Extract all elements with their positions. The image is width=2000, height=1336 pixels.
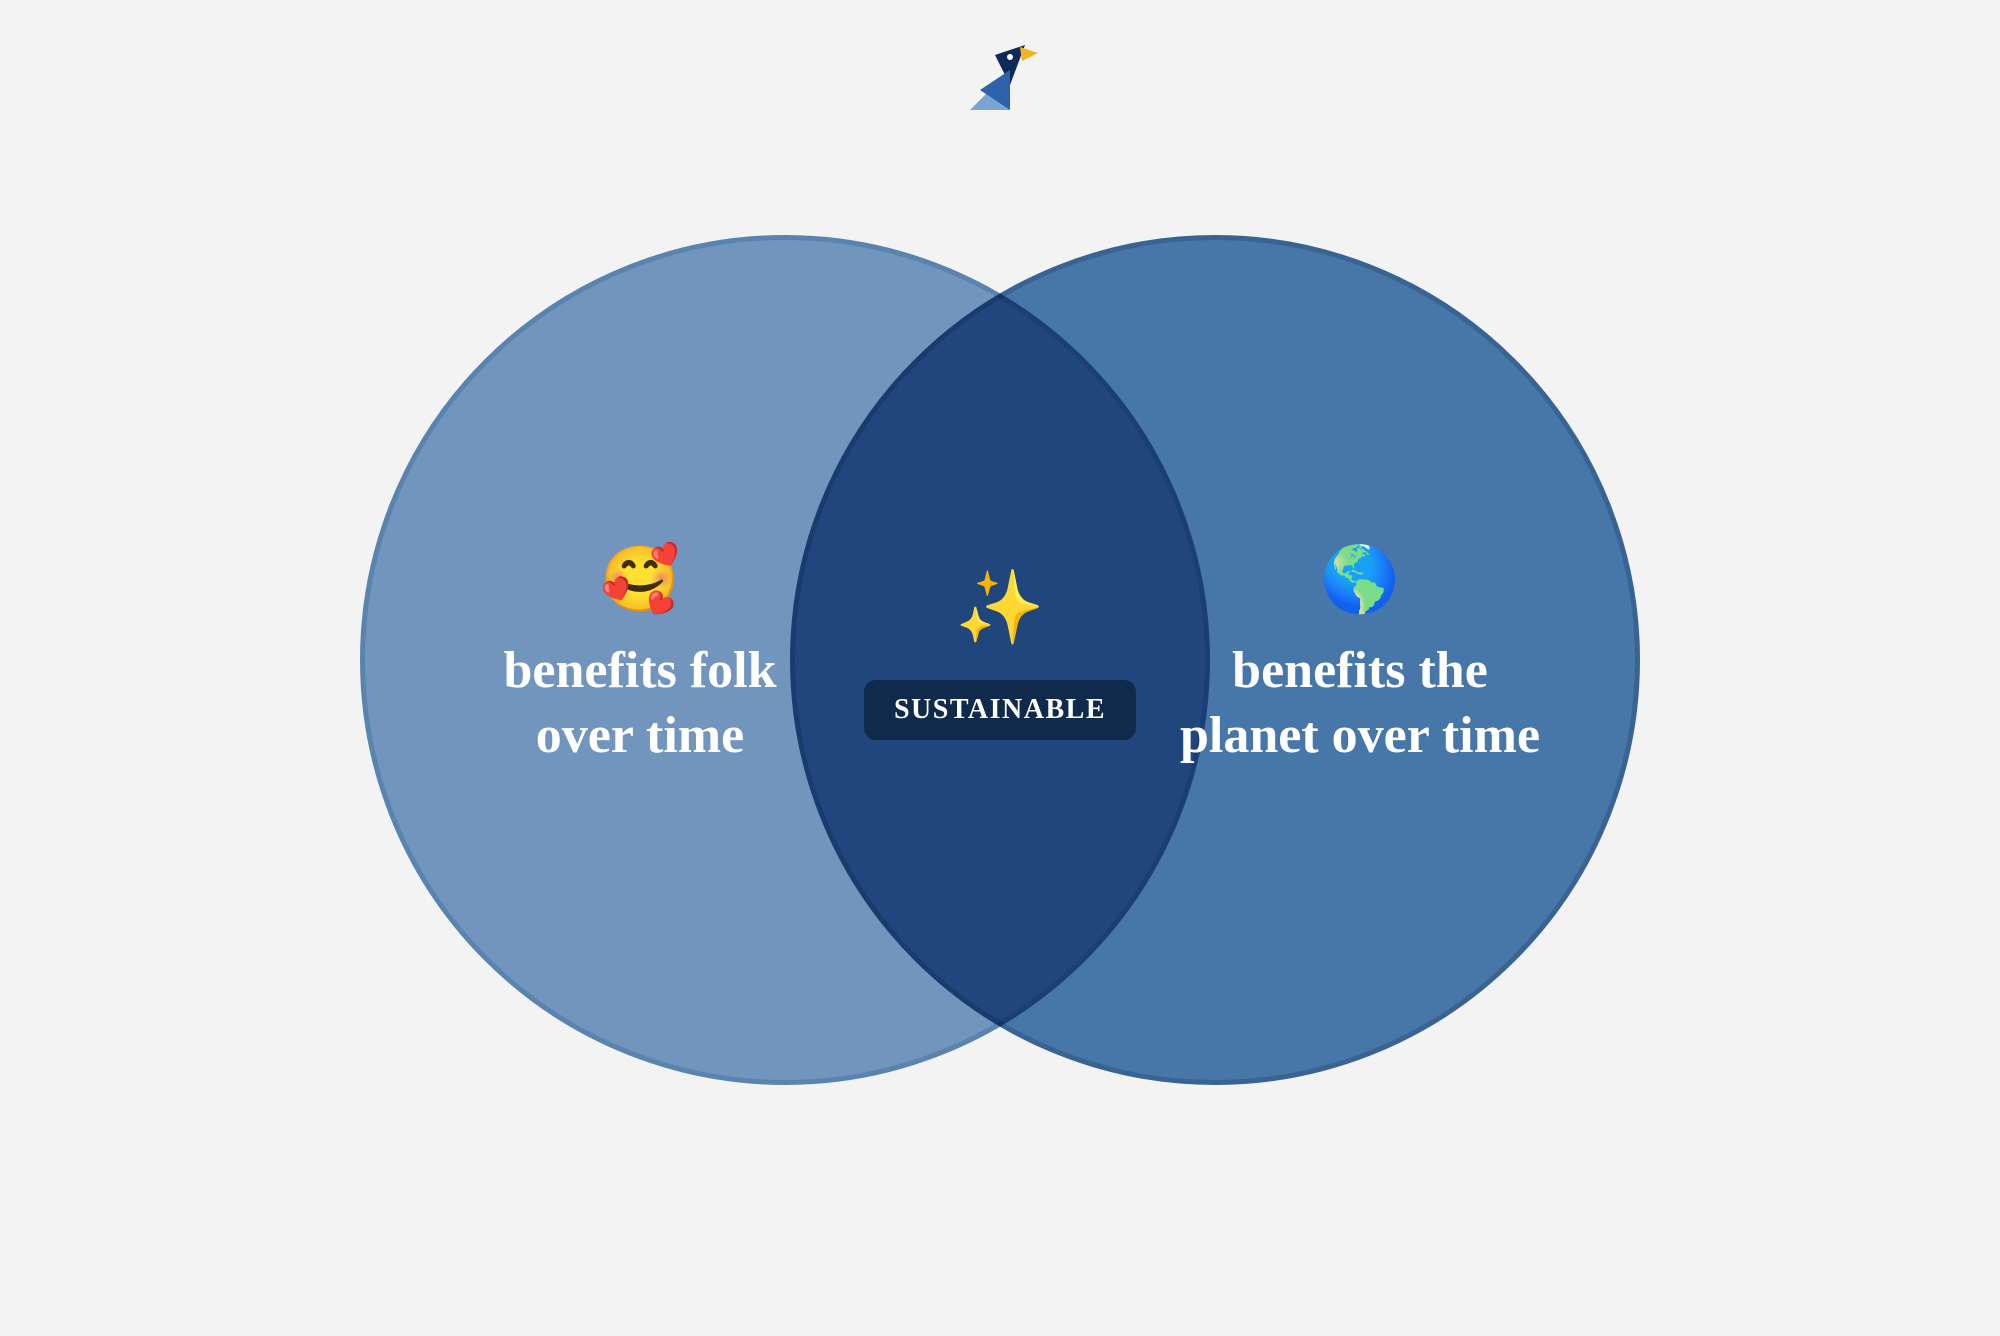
earth-globe-emoji: 🌎	[1170, 540, 1550, 620]
venn-left-label-group: 🥰 benefits folk over time	[450, 540, 830, 768]
bird-logo-icon	[950, 35, 1050, 135]
sustainable-badge: SUSTAINABLE	[864, 680, 1136, 740]
venn-intersection-group: ✨ SUSTAINABLE	[864, 565, 1136, 740]
hearts-face-emoji: 🥰	[450, 540, 830, 620]
venn-right-label: benefits the planet over time	[1180, 642, 1540, 764]
sparkles-emoji: ✨	[864, 565, 1136, 650]
venn-right-label-group: 🌎 benefits the planet over time	[1170, 540, 1550, 768]
venn-left-label: benefits folk over time	[504, 642, 777, 764]
venn-diagram: 🥰 benefits folk over time 🌎 benefits the…	[300, 210, 1700, 1110]
brand-logo	[950, 35, 1050, 135]
